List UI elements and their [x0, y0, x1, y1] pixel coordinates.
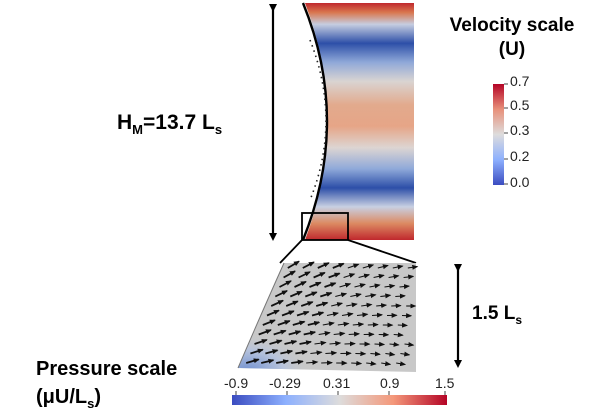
- pressure-tick-label: -0.29: [269, 375, 301, 391]
- velocity-vector-arrow: [375, 344, 385, 345]
- pressure-scale-title: Pressure scale (μU/Ls): [36, 355, 177, 418]
- velocity-field: [305, 3, 414, 240]
- velocity-vector-arrow: [395, 296, 405, 297]
- pressure-scale-title-line2: (μU/Ls): [36, 383, 177, 418]
- pressure-scale-unit-close: ): [94, 386, 101, 408]
- velocity-colorbar-ticks: [504, 84, 508, 184]
- zoom-connector-left: [280, 240, 302, 263]
- pressure-colorbar-ticks: [236, 391, 445, 395]
- velocity-scale-title-line1: Velocity scale: [432, 14, 592, 38]
- height-label: HM=13.7 Ls: [117, 111, 222, 137]
- velocity-vector-arrow: [349, 334, 359, 335]
- velocity-vector-arrow: [398, 325, 407, 326]
- pressure-tick-label: 0.9: [380, 375, 399, 391]
- pressure-scale-unit-main: (μU/L: [36, 386, 87, 408]
- velocity-tick-label: 0.2: [510, 148, 529, 164]
- velocity-tick-label: 0.7: [510, 73, 529, 89]
- velocity-tick-label: 0.5: [510, 97, 529, 113]
- velocity-vector-arrow: [372, 315, 382, 316]
- pressure-scale-title-line1: Pressure scale: [36, 355, 177, 383]
- pressure-colorbar: [232, 395, 447, 405]
- velocity-vector-arrow: [394, 335, 403, 336]
- velocity-colorbar: [493, 84, 504, 185]
- pressure-tick-label: 0.31: [323, 375, 350, 391]
- zoom-height-label-main: 1.5 L: [472, 303, 515, 324]
- pressure-field-low-zone: [238, 263, 416, 372]
- height-label-sub-s: s: [215, 122, 222, 137]
- velocity-vector-arrow: [351, 363, 361, 364]
- velocity-scale-title: Velocity scale (U): [432, 14, 592, 62]
- velocity-tick-label: 0.0: [510, 174, 529, 190]
- height-label-value: =13.7 L: [143, 111, 215, 134]
- pressure-tick-label: 1.5: [435, 375, 454, 391]
- zoom-height-label: 1.5 Ls: [472, 303, 522, 327]
- velocity-vector-arrow: [325, 353, 336, 354]
- height-label-main: H: [117, 111, 132, 134]
- velocity-tick-label: 0.3: [510, 122, 529, 138]
- zoomed-pressure-region: [238, 261, 417, 372]
- height-label-sub-m: M: [132, 122, 143, 137]
- zoom-height-label-sub: s: [515, 313, 522, 327]
- flow-domain: [280, 3, 416, 263]
- velocity-scale-title-line2: (U): [432, 38, 592, 62]
- zoom-connector-right: [348, 240, 416, 263]
- pressure-tick-label: -0.9: [224, 375, 248, 391]
